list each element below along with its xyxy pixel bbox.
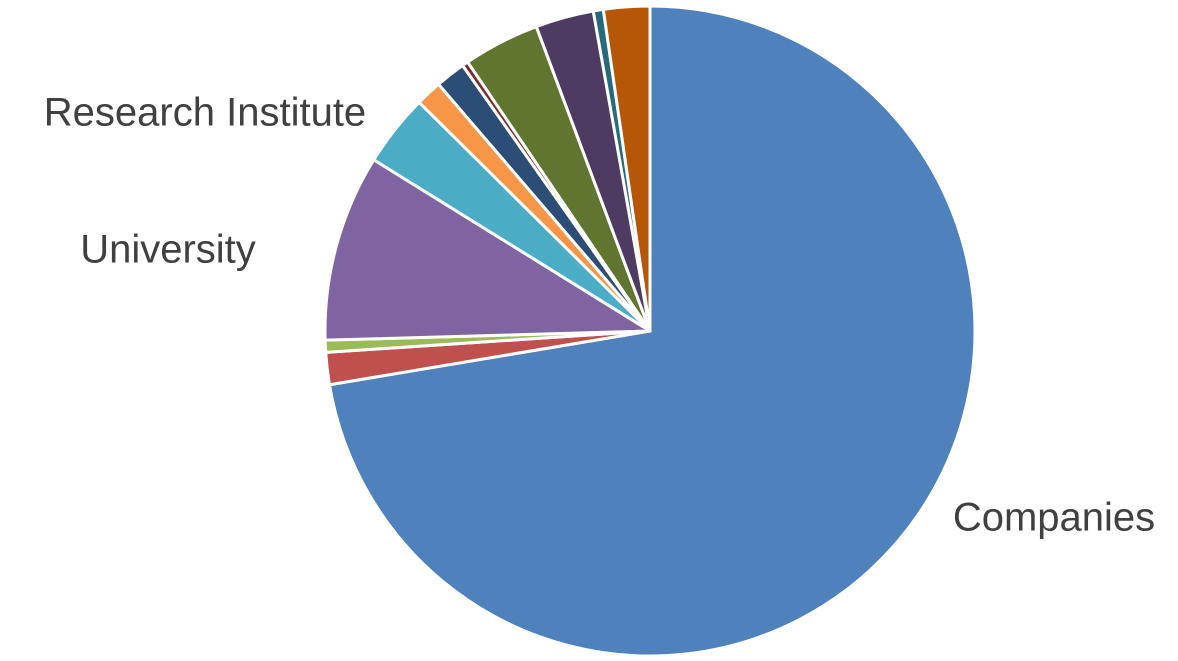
pie-slice-3 (323, 158, 652, 342)
slice-label-3: University (80, 228, 256, 272)
slices-layer (323, 4, 977, 658)
labels-layer: Companies University Research Institute (44, 91, 1155, 540)
slice-label-5: Research Institute (44, 91, 366, 135)
pie-slice-11 (601, 4, 652, 333)
slice-label-0: Companies (953, 496, 1155, 540)
pie-slice-0 (327, 4, 977, 658)
